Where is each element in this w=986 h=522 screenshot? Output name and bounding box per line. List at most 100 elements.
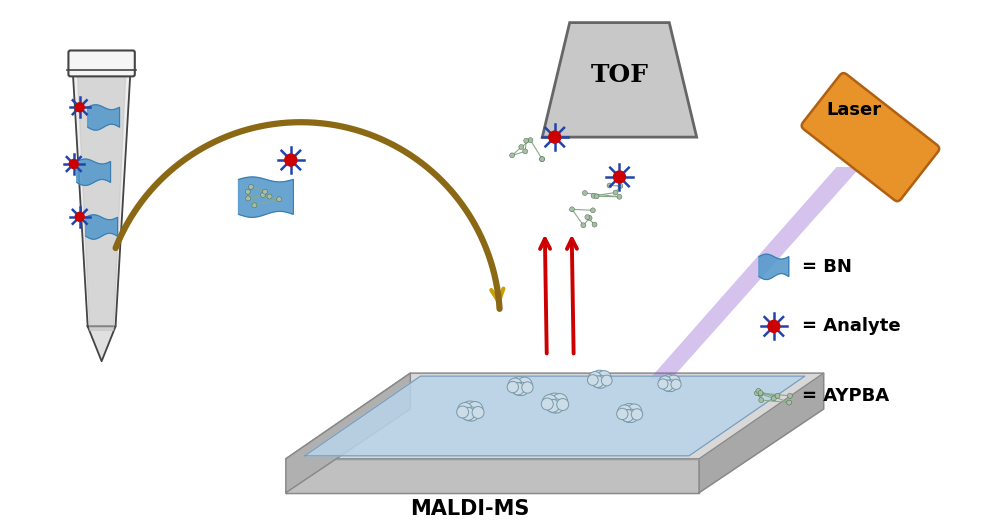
- FancyBboxPatch shape: [802, 73, 940, 201]
- Circle shape: [788, 394, 793, 398]
- Circle shape: [758, 392, 763, 396]
- Circle shape: [596, 375, 607, 388]
- Circle shape: [523, 149, 528, 154]
- Circle shape: [248, 184, 253, 189]
- Circle shape: [69, 160, 78, 169]
- Circle shape: [581, 223, 586, 228]
- Text: TOF: TOF: [591, 63, 649, 87]
- Circle shape: [595, 194, 599, 199]
- Circle shape: [528, 138, 533, 143]
- Circle shape: [787, 400, 792, 405]
- Polygon shape: [88, 326, 115, 361]
- Circle shape: [277, 197, 282, 202]
- Text: Laser: Laser: [826, 101, 881, 119]
- Circle shape: [267, 194, 272, 199]
- Circle shape: [771, 396, 776, 401]
- Circle shape: [613, 171, 625, 183]
- Circle shape: [285, 154, 297, 166]
- Circle shape: [601, 375, 612, 386]
- Circle shape: [545, 393, 565, 413]
- Polygon shape: [286, 373, 823, 459]
- Circle shape: [511, 377, 529, 396]
- Polygon shape: [286, 373, 410, 493]
- Text: = Analyte: = Analyte: [802, 317, 900, 335]
- Circle shape: [539, 157, 544, 162]
- Circle shape: [510, 153, 515, 158]
- Circle shape: [75, 212, 84, 221]
- Polygon shape: [86, 215, 117, 239]
- Circle shape: [667, 375, 680, 388]
- Circle shape: [591, 370, 608, 388]
- Circle shape: [552, 394, 568, 409]
- Circle shape: [775, 394, 780, 398]
- Text: = AYPBA: = AYPBA: [802, 387, 888, 405]
- FancyBboxPatch shape: [68, 51, 135, 76]
- Polygon shape: [542, 22, 697, 137]
- Polygon shape: [650, 167, 861, 379]
- Circle shape: [756, 388, 761, 394]
- Circle shape: [262, 189, 267, 194]
- Circle shape: [592, 222, 598, 227]
- Circle shape: [549, 131, 561, 143]
- Circle shape: [457, 406, 468, 418]
- Circle shape: [617, 405, 632, 419]
- Circle shape: [467, 401, 483, 418]
- Circle shape: [550, 399, 564, 413]
- Polygon shape: [77, 159, 110, 185]
- Circle shape: [658, 379, 668, 389]
- Circle shape: [465, 407, 479, 421]
- Circle shape: [546, 399, 559, 412]
- Circle shape: [512, 383, 525, 395]
- Circle shape: [617, 194, 622, 199]
- Circle shape: [519, 145, 524, 149]
- Circle shape: [589, 372, 601, 385]
- Circle shape: [592, 376, 603, 387]
- Polygon shape: [759, 254, 789, 280]
- Circle shape: [670, 379, 681, 389]
- Circle shape: [613, 190, 618, 195]
- Polygon shape: [286, 459, 699, 493]
- Circle shape: [620, 404, 639, 422]
- Circle shape: [524, 138, 528, 143]
- Circle shape: [616, 408, 628, 420]
- Circle shape: [246, 196, 250, 201]
- Text: = BN: = BN: [802, 257, 852, 276]
- Circle shape: [754, 390, 759, 396]
- Circle shape: [583, 191, 588, 195]
- Circle shape: [597, 371, 611, 385]
- Circle shape: [665, 379, 677, 392]
- Circle shape: [522, 382, 533, 393]
- Circle shape: [539, 157, 544, 161]
- Circle shape: [541, 398, 553, 410]
- Polygon shape: [73, 70, 130, 326]
- Text: MALDI-MS: MALDI-MS: [410, 499, 529, 518]
- Circle shape: [585, 215, 590, 220]
- Circle shape: [625, 409, 638, 422]
- Circle shape: [758, 390, 763, 396]
- Circle shape: [587, 216, 592, 220]
- Polygon shape: [699, 373, 823, 493]
- Circle shape: [508, 378, 523, 392]
- Circle shape: [570, 207, 575, 212]
- Circle shape: [618, 184, 623, 188]
- Circle shape: [661, 375, 677, 392]
- Circle shape: [515, 382, 528, 396]
- Circle shape: [591, 208, 596, 213]
- Circle shape: [626, 404, 642, 419]
- Polygon shape: [88, 105, 119, 130]
- Polygon shape: [305, 376, 805, 456]
- Circle shape: [507, 382, 519, 393]
- Circle shape: [557, 399, 569, 410]
- Circle shape: [458, 402, 472, 418]
- Circle shape: [659, 376, 671, 388]
- Circle shape: [75, 103, 84, 112]
- Circle shape: [591, 193, 597, 198]
- Polygon shape: [239, 177, 293, 217]
- Circle shape: [517, 377, 532, 392]
- Circle shape: [260, 193, 265, 197]
- Circle shape: [472, 407, 484, 419]
- Circle shape: [662, 380, 673, 391]
- Circle shape: [251, 203, 257, 208]
- Circle shape: [542, 395, 557, 409]
- Circle shape: [460, 401, 480, 421]
